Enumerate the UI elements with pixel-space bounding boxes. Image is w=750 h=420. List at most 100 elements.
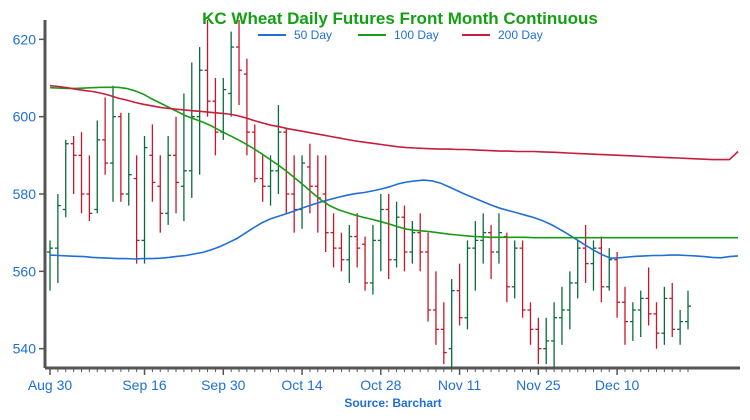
ohlc-bar (440, 302, 447, 365)
legend-label-ma100: 100 Day (394, 28, 439, 42)
legend-label-ma200: 200 Day (498, 28, 543, 42)
ohlc-bar (511, 240, 518, 299)
ohlc-bars (47, 20, 691, 368)
ohlc-bar (267, 155, 274, 206)
x-tick-label: Oct 14 (281, 377, 322, 393)
ohlc-bar (637, 290, 644, 338)
ohlc-bar (369, 224, 376, 295)
ohlc-bar (204, 20, 211, 117)
ohlc-bar (543, 317, 550, 365)
ohlc-bar (417, 213, 424, 272)
ohlc-bar (338, 232, 345, 272)
ohlc-bar (425, 232, 432, 322)
ohlc-bar (188, 62, 195, 198)
ohlc-bar (629, 302, 636, 341)
ohlc-bar (527, 302, 534, 345)
ohlc-bar (275, 105, 282, 194)
moving-average-lines (49, 84, 739, 260)
ohlc-bar (117, 112, 124, 202)
chart-source: Source: Barchart (344, 396, 441, 410)
ohlc-bar (661, 286, 668, 345)
ohlc-bar (330, 213, 337, 268)
series-line-ma200 (49, 84, 739, 161)
ohlc-bar (149, 124, 156, 202)
ohlc-bar (590, 240, 597, 291)
ohlc-bar (456, 263, 463, 326)
ohlc-bar (299, 155, 306, 229)
ohlc-bar (614, 252, 621, 318)
y-tick-label: 620 (13, 31, 37, 47)
ohlc-bar (125, 112, 132, 206)
y-tick-label: 580 (13, 186, 37, 202)
y-tick-label: 600 (13, 109, 37, 125)
ohlc-bar (401, 205, 408, 272)
ohlc-bar (54, 194, 61, 283)
ohlc-bar (409, 221, 416, 264)
ohlc-bar (551, 302, 558, 368)
ohlc-bar (377, 194, 384, 272)
ohlc-bar (488, 224, 495, 280)
ohlc-bar (535, 317, 542, 365)
ohlc-bar (558, 286, 565, 345)
ohlc-bar (472, 221, 479, 291)
x-tick-label: Sep 30 (201, 377, 246, 393)
ohlc-bar (566, 271, 573, 330)
ohlc-bar (212, 78, 219, 156)
ohlc-bar (110, 85, 117, 202)
ohlc-bar (669, 282, 676, 338)
ohlc-bar (165, 136, 172, 225)
ohlc-bar (180, 93, 187, 222)
ohlc-bar (291, 155, 298, 233)
legend: 50 Day 100 Day 200 Day (258, 28, 543, 42)
ohlc-bar (251, 124, 258, 183)
ohlc-bar (62, 139, 69, 218)
series-line-ma100 (49, 86, 738, 239)
ohlc-bar (86, 155, 93, 222)
legend-label-ma50: 50 Day (294, 28, 332, 42)
ohlc-bar (480, 213, 487, 264)
x-tick-label: Aug 30 (28, 377, 73, 393)
ohlc-bar (306, 143, 313, 214)
axes: 540 560 580 600 620 Aug 30 Sep 16 Sep 30 Oct 14 O… (13, 20, 740, 393)
ohlc-bar (141, 136, 148, 264)
ohlc-bar (346, 224, 353, 283)
y-tick-label: 560 (13, 263, 37, 279)
ohlc-bar (259, 155, 266, 202)
ohlc-bar (314, 155, 321, 233)
y-tick-label: 540 (13, 341, 37, 357)
chart-title: KC Wheat Daily Futures Front Month Conti… (202, 9, 598, 28)
x-tick-label: Nov 25 (516, 377, 561, 393)
ohlc-bar (228, 31, 235, 117)
ohlc-bar (70, 136, 77, 194)
series-line-ma50 (49, 179, 739, 260)
ohlc-bar (393, 201, 400, 268)
ohlc-bar (173, 116, 180, 214)
ohlc-bar (102, 97, 109, 175)
ohlc-bar (236, 20, 243, 106)
ohlc-bar (133, 155, 140, 264)
ohlc-bar (621, 286, 628, 345)
ohlc-bar (448, 279, 455, 368)
ohlc-bar (47, 240, 53, 291)
ohlc-bar (243, 58, 250, 156)
ohlc-bar (464, 240, 471, 330)
ohlc-bar (157, 155, 164, 233)
ohlc-bar (78, 132, 85, 214)
ohlc-bar (645, 267, 652, 326)
ohlc-bar (503, 232, 510, 303)
ohlc-bar (94, 120, 101, 214)
x-tick-label: Sep 16 (122, 377, 167, 393)
ohlc-bar (598, 236, 605, 303)
ohlc-bar (606, 248, 613, 291)
ohlc-bar (495, 213, 502, 264)
ohlc-bar (574, 240, 581, 299)
ohlc-bar (677, 310, 684, 345)
ohlc-bar (432, 271, 439, 345)
ohlc-bar (519, 240, 526, 318)
ohlc-bar (354, 213, 361, 268)
ohlc-bar (385, 194, 392, 280)
x-tick-label: Nov 11 (438, 377, 482, 393)
ohlc-bar (362, 236, 369, 291)
